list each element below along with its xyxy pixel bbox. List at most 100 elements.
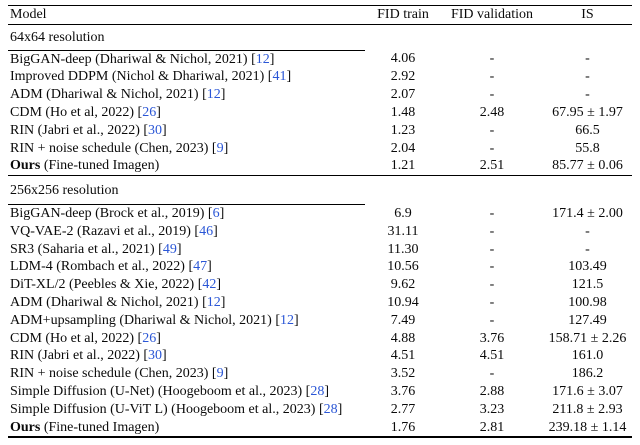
model-name: Simple Diffusion (U-Net) (Hoogeboom et a…: [10, 383, 303, 399]
citation[interactable]: [9]: [212, 141, 228, 156]
model-cell: LDM-4 (Rombach et al., 2022) [47]: [8, 258, 365, 276]
table-row: RIN + noise schedule (Chen, 2023) [9] 3.52…: [8, 365, 632, 383]
citation[interactable]: [12]: [275, 313, 298, 328]
model-name: ADM+upsampling (Dhariwal & Nichol, 2021): [10, 312, 272, 328]
citation[interactable]: [9]: [212, 366, 228, 381]
table-row: Improved DDPM (Nichol & Dhariwal, 2021)[…: [8, 68, 632, 86]
model-cell: Ours (Fine-tuned Imagen): [8, 157, 365, 175]
citation-close-bracket: ]: [286, 69, 292, 85]
citation-open-bracket: [: [211, 366, 217, 382]
citation-number[interactable]: 26: [142, 330, 157, 346]
citation-number[interactable]: 30: [148, 122, 163, 138]
citation-number[interactable]: 9: [216, 366, 224, 382]
citation[interactable]: [26]: [138, 331, 161, 346]
is-value: 158.71 ± 2.26: [548, 330, 627, 346]
fid-validation-value: 3.23: [479, 401, 505, 417]
table-row: SR3 (Saharia et al., 2021) [49] 11.30 - -: [8, 241, 632, 259]
table-row: CDM (Ho et al, 2022) [26] 4.88 3.76 158.71 ±…: [8, 330, 632, 348]
is-value: -: [585, 87, 590, 103]
model-cell: ADM (Dhariwal & Nichol, 2021) [12]: [8, 86, 365, 104]
citation-open-bracket: [: [137, 330, 143, 346]
fid-train-value: 2.07: [390, 87, 416, 103]
fid-train-value: 3.76: [390, 383, 416, 399]
is-value: -: [585, 51, 590, 67]
citation-number[interactable]: 6: [212, 205, 220, 221]
citation-number[interactable]: 28: [310, 383, 325, 399]
model-name: Simple Diffusion (U-ViT L) (Hoogeboom et…: [10, 401, 316, 417]
table-row: RIN (Jabri et al., 2022) [30] 4.51 4.51 161.…: [8, 347, 632, 365]
citation[interactable]: [30]: [143, 348, 166, 363]
citation[interactable]: [49]: [158, 242, 181, 257]
model-name: RIN + noise schedule (Chen, 2023): [10, 366, 209, 382]
fid-validation-value: 2.88: [479, 383, 505, 399]
model-cell: ADM (Dhariwal & Nichol, 2021) [12]: [8, 294, 365, 312]
model-cell: RIN + noise schedule (Chen, 2023) [9]: [8, 140, 365, 158]
model-name: (Fine-tuned Imagen): [40, 419, 160, 435]
citation-number[interactable]: 28: [323, 401, 338, 417]
citation-number[interactable]: 12: [206, 294, 221, 310]
citation[interactable]: [47]: [188, 259, 211, 274]
citation-number[interactable]: 41: [272, 69, 287, 85]
citation[interactable]: [26]: [138, 105, 161, 120]
model-name: CDM (Ho et al, 2022): [10, 330, 135, 346]
citation[interactable]: [12]: [202, 87, 225, 102]
fid-validation-value: -: [489, 223, 495, 239]
is-value: -: [585, 223, 590, 239]
citation-number[interactable]: 42: [202, 277, 217, 293]
is-value: 103.49: [568, 259, 607, 275]
fid-validation-value: -: [489, 277, 495, 293]
citation-open-bracket: [: [197, 277, 203, 293]
model-cell: RIN + noise schedule (Chen, 2023) [9]: [8, 365, 365, 383]
citation[interactable]: [28]: [319, 402, 342, 417]
citation-open-bracket: [: [267, 69, 273, 85]
citation[interactable]: [41]: [268, 69, 291, 84]
model-cell: SR3 (Saharia et al., 2021) [49]: [8, 241, 365, 259]
citation-number[interactable]: 47: [193, 259, 208, 275]
model-name-bold: Ours: [10, 158, 41, 174]
citation-number[interactable]: 12: [206, 87, 221, 103]
table-row: DiT-XL/2 (Peebles & Xie, 2022) [42] 9.62 - 1…: [8, 276, 632, 294]
section-row: 256x256 resolution: [8, 175, 632, 205]
citation-open-bracket: [: [158, 241, 163, 257]
citation[interactable]: [30]: [143, 123, 166, 138]
is-value: 55.8: [575, 140, 600, 156]
empty-cell: [543, 175, 632, 205]
model-cell: RIN (Jabri et al., 2022) [30]: [8, 347, 365, 365]
citation-open-bracket: [: [137, 104, 143, 120]
table-row: ADM (Dhariwal & Nichol, 2021) [12] 2.07 - -: [8, 86, 632, 104]
model-name: RIN (Jabri et al., 2022): [10, 348, 140, 364]
is-value: 171.6 ± 3.07: [552, 383, 623, 399]
citation-close-bracket: ]: [324, 383, 329, 399]
is-value: -: [585, 241, 590, 257]
citation-number[interactable]: 12: [255, 51, 270, 67]
citation[interactable]: [12]: [202, 295, 225, 310]
fid-validation-value: -: [489, 366, 495, 382]
citation-number[interactable]: 26: [142, 104, 157, 120]
fid-train-value: 1.23: [390, 122, 416, 138]
citation-number[interactable]: 12: [279, 312, 294, 328]
section-row: 64x64 resolution: [8, 24, 632, 51]
citation-number[interactable]: 46: [199, 223, 214, 239]
model-cell: Simple Diffusion (U-ViT L) (Hoogeboom et…: [8, 401, 365, 419]
model-cell: Improved DDPM (Nichol & Dhariwal, 2021)[…: [8, 68, 365, 86]
citation[interactable]: [28]: [306, 384, 329, 399]
model-name: (Fine-tuned Imagen): [40, 158, 160, 174]
citation-open-bracket: [: [194, 223, 200, 239]
is-value: 239.18 ± 1.14: [548, 419, 627, 435]
citation-number[interactable]: 49: [162, 241, 177, 257]
citation[interactable]: [46]: [194, 224, 217, 239]
header-row: Model FID train FID validation IS: [8, 5, 632, 25]
citation-close-bracket: ]: [162, 122, 167, 138]
citation-open-bracket: [: [188, 259, 194, 275]
citation[interactable]: [12]: [251, 52, 274, 67]
citation[interactable]: [6]: [208, 206, 224, 221]
citation[interactable]: [42]: [198, 277, 221, 292]
is-value: 67.95 ± 1.97: [552, 104, 623, 120]
fid-validation-value: 2.51: [479, 158, 505, 174]
fid-train-value: 2.92: [390, 69, 416, 85]
citation-number[interactable]: 30: [148, 348, 163, 364]
model-name: RIN + noise schedule (Chen, 2023): [10, 140, 209, 156]
fid-validation-value: -: [489, 312, 495, 328]
fid-validation-value: -: [489, 259, 495, 275]
citation-number[interactable]: 9: [216, 140, 224, 156]
